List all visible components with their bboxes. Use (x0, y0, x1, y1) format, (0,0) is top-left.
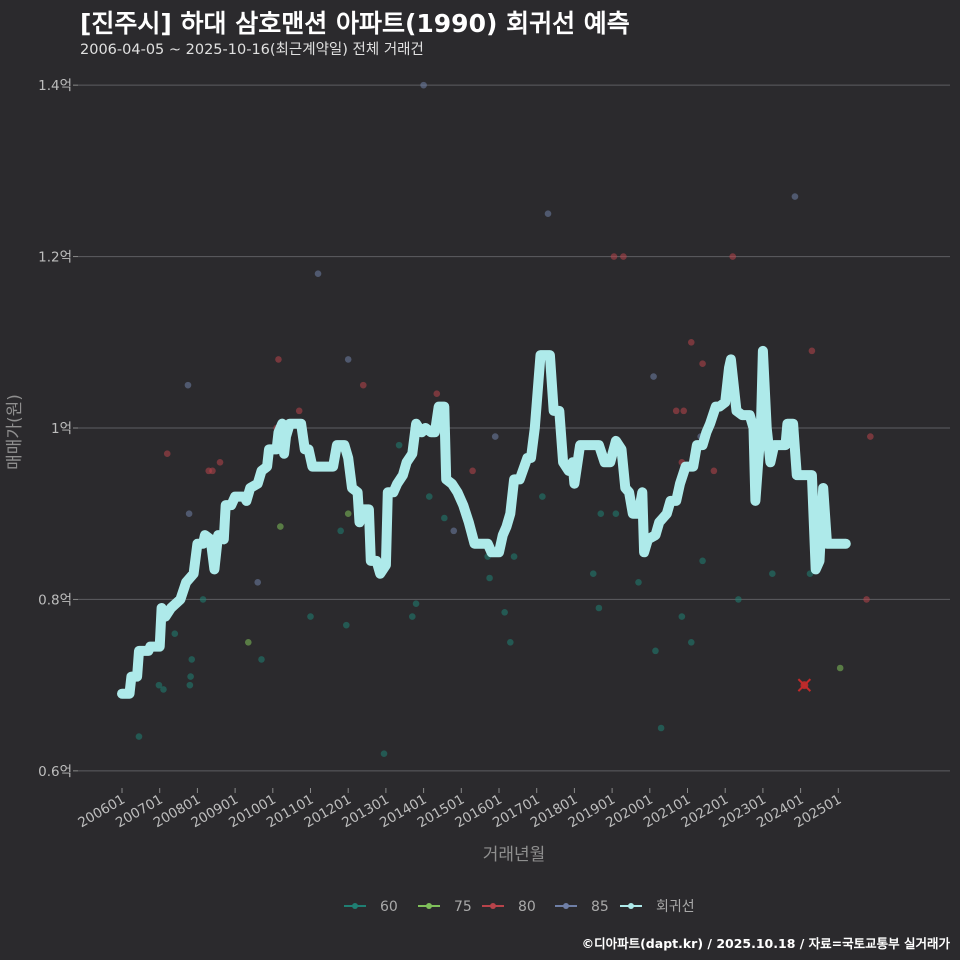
point-80-9 (469, 467, 476, 475)
point-60-16 (412, 600, 420, 608)
point-60-4 (171, 630, 179, 638)
point-60-24 (539, 493, 546, 500)
point-80-14 (699, 360, 706, 368)
source-caption: ©디아파트(dapt.kr) / 2025.10.18 / 자료=국토교통부 실… (581, 936, 950, 951)
point-80-20 (867, 433, 874, 440)
point-60-22 (507, 638, 514, 646)
point-60-11 (337, 527, 344, 535)
point-80-3 (216, 458, 224, 466)
legend-dot-3 (563, 903, 569, 909)
point-80-22 (620, 253, 627, 260)
point-80-16 (729, 253, 737, 260)
legend: 60 75 80 85 회귀선 (344, 899, 695, 915)
point-60-32 (678, 613, 686, 620)
point-60-17 (425, 493, 433, 500)
point-60-31 (657, 724, 665, 732)
point-60-9 (258, 656, 265, 663)
point-60-15 (408, 613, 416, 620)
point-80-0 (163, 450, 171, 458)
point-75-0 (244, 638, 252, 646)
point-85-9 (650, 373, 657, 380)
point-75-4 (836, 664, 844, 672)
point-80-5 (275, 356, 282, 363)
point-85-10 (791, 193, 799, 200)
legend-label-4: 회귀선 (656, 899, 695, 915)
point-60-33 (687, 638, 695, 646)
point-80-15 (710, 467, 718, 475)
point-60-6 (187, 673, 194, 680)
point-60-21 (501, 608, 508, 616)
regression-line (117, 345, 851, 699)
y-tick-label-4: 1.4억 (38, 78, 72, 94)
point-85-7 (491, 433, 499, 440)
point-60-5 (186, 681, 194, 689)
point-80-19 (863, 596, 870, 603)
point-85-4 (344, 356, 352, 363)
point-85-2 (254, 578, 262, 586)
point-60-13 (380, 750, 388, 758)
point-60-8 (199, 596, 207, 603)
legend-label-1: 75 (454, 899, 472, 915)
point-60-27 (597, 510, 605, 518)
point-60-28 (612, 510, 620, 518)
point-80-17 (808, 347, 816, 355)
point-80-7 (359, 381, 367, 389)
point-60-35 (735, 596, 742, 603)
point-60-10 (307, 613, 314, 620)
point-85-0 (184, 381, 192, 389)
gridlines (78, 84, 950, 772)
y-tick-label-1: 0.8억 (38, 592, 72, 608)
point-60-14 (395, 441, 403, 449)
point-60-26 (595, 604, 603, 612)
x-axis-title: 거래년월 (483, 845, 546, 865)
regression-path (117, 345, 851, 699)
point-60-18 (441, 514, 448, 522)
point-80-6 (295, 407, 303, 415)
legend-dot-0 (352, 903, 358, 909)
legend-label-3: 85 (591, 899, 609, 915)
y-axis-ticks: 0.6억 0.8억 1억 1.2억 1.4억 (38, 78, 78, 780)
point-60-7 (188, 656, 196, 663)
point-80-12 (680, 407, 688, 415)
point-85-1 (185, 510, 193, 518)
point-85-8 (544, 210, 552, 218)
x-axis-ticks: 2006012007012008012009012010012011012012… (75, 788, 844, 831)
legend-dot-4 (628, 903, 634, 909)
point-80-8 (433, 390, 441, 398)
point-60-29 (635, 578, 642, 586)
point-60-3 (160, 686, 167, 693)
point-60-25 (589, 570, 597, 578)
point-85-6 (450, 527, 458, 535)
outlier-marker (797, 678, 812, 692)
y-tick-label-2: 1억 (51, 421, 72, 437)
point-60-12 (343, 621, 350, 629)
point-75-1 (277, 523, 284, 530)
point-80-2 (209, 467, 216, 475)
point-85-5 (420, 81, 427, 89)
legend-label-2: 80 (518, 899, 536, 915)
point-60-34 (699, 557, 706, 565)
point-85-3 (314, 270, 322, 278)
y-tick-label-0: 0.6억 (38, 764, 72, 780)
point-75-2 (344, 510, 352, 518)
point-80-21 (610, 253, 618, 260)
legend-dot-1 (426, 903, 432, 909)
point-60-20 (486, 574, 493, 582)
chart-subtitle: 2006-04-05 ~ 2025-10-16(최근계약일) 전체 거래건 (80, 42, 424, 58)
point-80-13 (687, 338, 695, 346)
point-60-30 (652, 647, 659, 655)
outlier-x-stroke-2 (797, 678, 812, 692)
point-60-1 (135, 733, 143, 740)
point-60-36 (769, 570, 776, 578)
legend-dot-2 (490, 903, 496, 909)
chart-title: [진주시] 하대 삼호맨션 아파트(1990) 회귀선 예측 (80, 9, 630, 38)
point-60-2 (155, 681, 163, 689)
y-axis-title: 매매가(원) (5, 394, 25, 470)
legend-label-0: 60 (380, 899, 398, 915)
y-tick-label-3: 1.2억 (38, 250, 72, 266)
point-80-10 (672, 407, 680, 415)
point-60-23 (510, 553, 518, 560)
